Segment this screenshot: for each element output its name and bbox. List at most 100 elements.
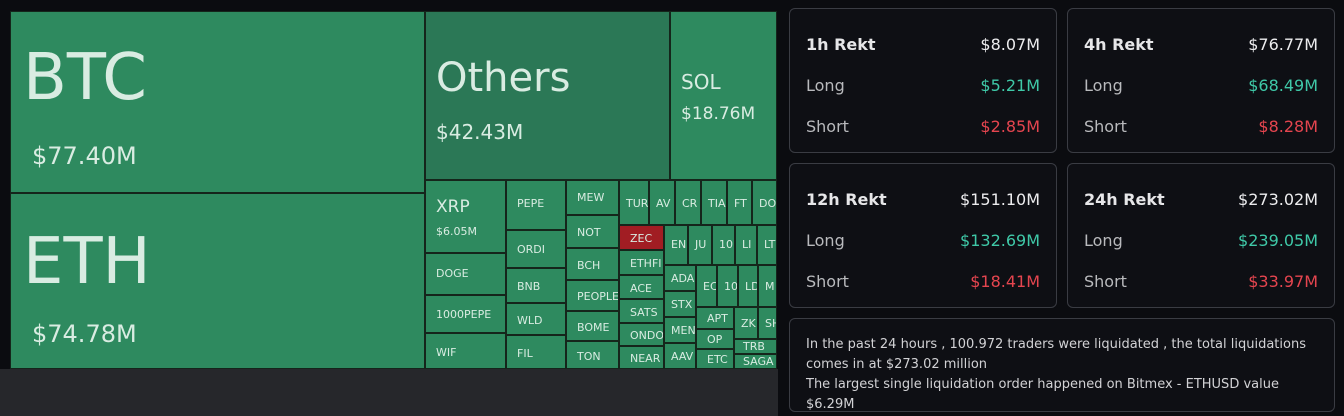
treemap-cell-ace[interactable]: ACE [619,275,664,299]
cell-value: $6.05M [436,225,477,238]
treemap-cell-lt[interactable]: LT [757,225,777,265]
cell-symbol: AV [656,197,671,210]
cell-symbol: ONDO [630,329,664,342]
cell-symbol: TUR [626,197,649,210]
treemap-cell-10a[interactable]: 10 [712,225,735,265]
cell-symbol: Others [436,55,571,101]
short-label: Short [1084,117,1127,136]
cell-symbol: ETH [23,225,151,299]
short-row: Short $33.97M [1084,272,1318,292]
summary-line-1: In the past 24 hours , 100.972 traders w… [806,337,1306,372]
treemap-cell-ethfi[interactable]: ETHFI [619,250,664,275]
cell-value: $77.40M [32,142,137,170]
treemap-cell-ju[interactable]: JU [688,225,712,265]
treemap-cell-op[interactable]: OP [696,329,734,349]
cell-value: $18.76M [681,104,756,124]
cell-symbol: SOL [681,70,721,94]
treemap-cell-ton[interactable]: TON [566,341,619,369]
treemap-cell-tur[interactable]: TUR [619,180,649,225]
cell-symbol: TON [577,350,601,363]
long-label: Long [1084,76,1123,95]
cell-symbol: WIF [436,346,457,359]
treemap-cell-1000pepe[interactable]: 1000PEPE [425,295,506,333]
treemap-cell-ft[interactable]: FT [727,180,752,225]
treemap-cell-etc[interactable]: ETC [696,349,734,369]
short-row: Short $2.85M [806,117,1040,137]
treemap-cell-btc[interactable]: BTC $77.40M [10,11,425,193]
treemap-footer-band [0,369,778,416]
short-label: Short [806,117,849,136]
treemap-cell-not[interactable]: NOT [566,215,619,248]
treemap-cell-tia[interactable]: TIA [701,180,727,225]
treemap-cell-zec[interactable]: ZEC [619,225,664,250]
treemap-cell-en[interactable]: EN [664,225,688,265]
cell-symbol: NOT [577,226,601,239]
short-row: Short $18.41M [806,272,1040,292]
treemap-cell-cr[interactable]: CR [675,180,701,225]
treemap-cell-do[interactable]: DO [752,180,777,225]
cell-symbol: BNB [517,280,541,293]
short-label: Short [806,272,849,291]
cell-symbol: PEPE [517,197,545,210]
treemap-cell-sh[interactable]: SH [758,307,777,339]
treemap-cell-m[interactable]: M [758,265,777,307]
rekt-panel-4h: 4h Rekt $76.77M Long $68.49M Short $8.28… [1067,8,1335,153]
treemap-cell-bome[interactable]: BOME [566,311,619,341]
summary-line-2: The largest single liquidation order hap… [806,377,1279,412]
treemap-cell-fil[interactable]: FIL [506,335,566,369]
cell-symbol: DOGE [436,267,469,280]
cell-symbol: LT [764,238,776,251]
treemap-cell-near[interactable]: NEAR [619,346,664,369]
treemap-cell-pepe[interactable]: PEPE [506,180,566,230]
treemap-cell-men[interactable]: MEN [664,317,696,343]
cell-symbol: MEW [577,191,605,204]
treemap-cell-ec[interactable]: EC [696,265,717,307]
treemap-cell-av[interactable]: AV [649,180,675,225]
treemap-cell-eth[interactable]: ETH $74.78M [10,193,425,369]
cell-symbol: BCH [577,259,601,272]
treemap-cell-li[interactable]: LI [735,225,757,265]
treemap-cell-mew[interactable]: MEW [566,180,619,215]
panel-title: 1h Rekt [806,35,876,54]
treemap-cell-ondo[interactable]: ONDO [619,323,664,346]
treemap-cell-bch[interactable]: BCH [566,248,619,280]
short-label: Short [1084,272,1127,291]
treemap-cell-ada[interactable]: ADA [664,265,696,291]
treemap-cell-people[interactable]: PEOPLE [566,280,619,311]
cell-symbol: ZEC [630,232,653,245]
cell-symbol: OP [707,333,723,346]
treemap-cell-sol[interactable]: SOL $18.76M [670,11,777,180]
treemap-cell-bnb[interactable]: BNB [506,268,566,303]
treemap-cell-trb[interactable]: TRB [734,339,777,354]
treemap-cell-others[interactable]: Others $42.43M [425,11,670,180]
treemap-cell-wif[interactable]: WIF [425,333,506,369]
long-value: $68.49M [1248,76,1318,95]
treemap-cell-saga[interactable]: SAGA [734,354,777,369]
treemap-cell-sats[interactable]: SATS [619,299,664,323]
treemap-cell-10b[interactable]: 10 [717,265,738,307]
cell-symbol: WLD [517,314,543,327]
treemap-cell-apt[interactable]: APT [696,307,734,329]
treemap-cell-xrp[interactable]: XRP $6.05M [425,180,506,253]
treemap-cell-zk[interactable]: ZK [734,307,758,339]
panel-title: 4h Rekt [1084,35,1154,54]
treemap-cell-stx[interactable]: STX [664,291,696,317]
long-row: Long $5.21M [806,76,1040,96]
rekt-panel-12h: 12h Rekt $151.10M Long $132.69M Short $1… [789,163,1057,308]
cell-symbol: ORDI [517,243,546,256]
long-label: Long [806,76,845,95]
cell-symbol: FT [734,197,747,210]
treemap-cell-doge[interactable]: DOGE [425,253,506,295]
panel-header: 24h Rekt $273.02M [1084,190,1318,210]
panel-title: 12h Rekt [806,190,887,209]
treemap-cell-wld[interactable]: WLD [506,303,566,335]
treemap-cell-ordi[interactable]: ORDI [506,230,566,268]
cell-symbol: PEOPLE [577,290,619,303]
panel-header: 4h Rekt $76.77M [1084,35,1318,55]
cell-symbol: APT [707,312,728,325]
treemap-cell-aav[interactable]: AAV [664,343,696,369]
treemap-cell-ld[interactable]: LD [738,265,758,307]
cell-symbol: SAGA [743,355,774,368]
short-row: Short $8.28M [1084,117,1318,137]
panel-header: 1h Rekt $8.07M [806,35,1040,55]
